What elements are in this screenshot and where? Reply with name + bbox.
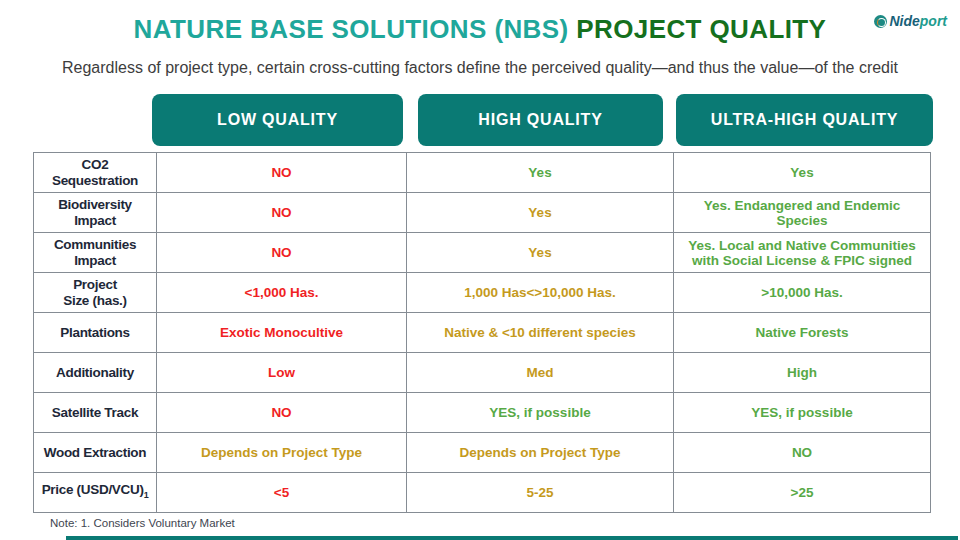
table-row: Communities ImpactNOYesYes. Local and Na… xyxy=(34,233,931,273)
row-label: Satellite Track xyxy=(34,393,157,433)
table-row: Biodiversity ImpactNOYesYes. Endangered … xyxy=(34,193,931,233)
table-cell: <1,000 Has. xyxy=(157,273,407,313)
table-row: CO2 SequestrationNOYesYes xyxy=(34,153,931,193)
row-label: Plantations xyxy=(34,313,157,353)
row-label: Communities Impact xyxy=(34,233,157,273)
slide: NATURE BASE SOLUTIONS (NBS) PROJECT QUAL… xyxy=(0,0,960,540)
column-header-ultra-high-quality: ULTRA-HIGH QUALITY xyxy=(676,94,933,146)
table-cell: Native Forests xyxy=(674,313,931,353)
title-part-teal: NATURE BASE SOLUTIONS (NBS) xyxy=(134,14,569,44)
table-cell: NO xyxy=(674,433,931,473)
row-label: Project Size (has.) xyxy=(34,273,157,313)
table-cell: >10,000 Has. xyxy=(674,273,931,313)
table-cell: >25 xyxy=(674,473,931,513)
table-cell: Med xyxy=(407,353,674,393)
footnote-marker: 1 xyxy=(144,490,149,500)
table-row: Price (USD/VCU)1<55-25>25 xyxy=(34,473,931,513)
nideport-logo: Nideport xyxy=(874,13,947,29)
table-cell: Low xyxy=(157,353,407,393)
table-cell: YES, if possible xyxy=(407,393,674,433)
table-cell: NO xyxy=(157,193,407,233)
row-label: Wood Extraction xyxy=(34,433,157,473)
footnote: Note: 1. Considers Voluntary Market xyxy=(50,517,235,529)
table-cell: NO xyxy=(157,233,407,273)
table-row: PlantationsExotic MonocultiveNative & <1… xyxy=(34,313,931,353)
table-cell: Native & <10 different species xyxy=(407,313,674,353)
table-cell: Yes xyxy=(674,153,931,193)
table-row: Wood ExtractionDepends on Project TypeDe… xyxy=(34,433,931,473)
table-cell: NO xyxy=(157,153,407,193)
logo-name: Nideport xyxy=(889,13,947,29)
table-cell: Depends on Project Type xyxy=(407,433,674,473)
table-cell: High xyxy=(674,353,931,393)
table-cell: Yes. Endangered and Endemic Species xyxy=(674,193,931,233)
table-row: Project Size (has.)<1,000 Has.1,000 Has<… xyxy=(34,273,931,313)
table-cell: YES, if possible xyxy=(674,393,931,433)
row-label: Price (USD/VCU)1 xyxy=(34,473,157,513)
table-cell: Yes xyxy=(407,153,674,193)
footer-accent-bar xyxy=(66,536,958,540)
subtitle: Regardless of project type, certain cros… xyxy=(0,59,960,77)
title-part-green: PROJECT QUALITY xyxy=(576,14,826,44)
row-label: Biodiversity Impact xyxy=(34,193,157,233)
table-cell: Yes xyxy=(407,193,674,233)
swirl-logo-icon xyxy=(874,15,887,28)
table-cell: 5-25 xyxy=(407,473,674,513)
table-cell: Exotic Monocultive xyxy=(157,313,407,353)
table-row: Satellite TrackNOYES, if possibleYES, if… xyxy=(34,393,931,433)
table-cell: NO xyxy=(157,393,407,433)
table-cell: 1,000 Has<>10,000 Has. xyxy=(407,273,674,313)
row-label: Additionality xyxy=(34,353,157,393)
table-cell: Depends on Project Type xyxy=(157,433,407,473)
table-cell: <5 xyxy=(157,473,407,513)
quality-comparison-table: CO2 SequestrationNOYesYesBiodiversity Im… xyxy=(33,152,931,513)
table-row: AdditionalityLowMedHigh xyxy=(34,353,931,393)
table-cell: Yes. Local and Native Communities with S… xyxy=(674,233,931,273)
column-header-low-quality: LOW QUALITY xyxy=(152,94,403,146)
column-header-high-quality: HIGH QUALITY xyxy=(418,94,663,146)
row-label: CO2 Sequestration xyxy=(34,153,157,193)
page-title: NATURE BASE SOLUTIONS (NBS) PROJECT QUAL… xyxy=(0,14,960,45)
table-cell: Yes xyxy=(407,233,674,273)
